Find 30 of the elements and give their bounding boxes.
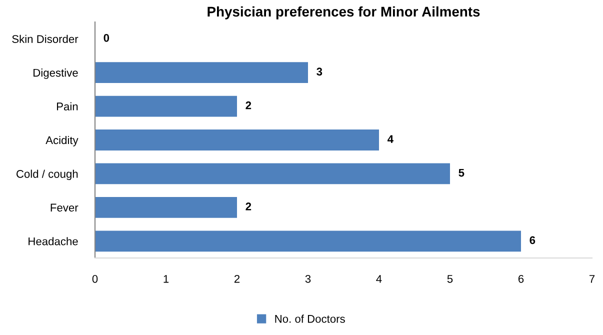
x-tick-label: 2 [234, 274, 240, 283]
x-tick-label: 5 [447, 275, 453, 283]
y-tick-label: Skin Disorder [12, 34, 78, 43]
chart-title: Physician preferences for Minor Ailments [208, 6, 480, 20]
y-tick-label: Cold / cough [16, 170, 78, 180]
bar [95, 96, 237, 117]
y-tick-label: Fever [50, 204, 78, 212]
bar [95, 130, 379, 150]
x-tick-label: 3 [305, 274, 311, 283]
x-tick-label: 4 [376, 275, 382, 283]
y-tick-label: Pain [57, 102, 78, 110]
y-tick-label: Headache [28, 237, 78, 246]
data-label: 0 [104, 34, 110, 42]
x-tick-label: 6 [518, 274, 524, 283]
data-label: 6 [530, 236, 536, 244]
bar [95, 163, 450, 184]
data-label: 5 [458, 168, 464, 177]
bar [95, 230, 521, 252]
y-tick-label: Digestive [34, 68, 78, 79]
data-label: 4 [388, 135, 394, 143]
bar [95, 62, 308, 84]
x-tick-label: 7 [589, 275, 595, 283]
data-label: 2 [246, 101, 252, 110]
x-tick-label: 0 [92, 274, 98, 283]
data-label: 3 [316, 68, 322, 76]
bar [95, 196, 237, 218]
data-label: 2 [246, 202, 252, 210]
x-tick-label: 1 [164, 275, 169, 283]
legend-label: No. of Doctors [275, 314, 345, 323]
y-tick-label: Acidity [46, 136, 78, 146]
